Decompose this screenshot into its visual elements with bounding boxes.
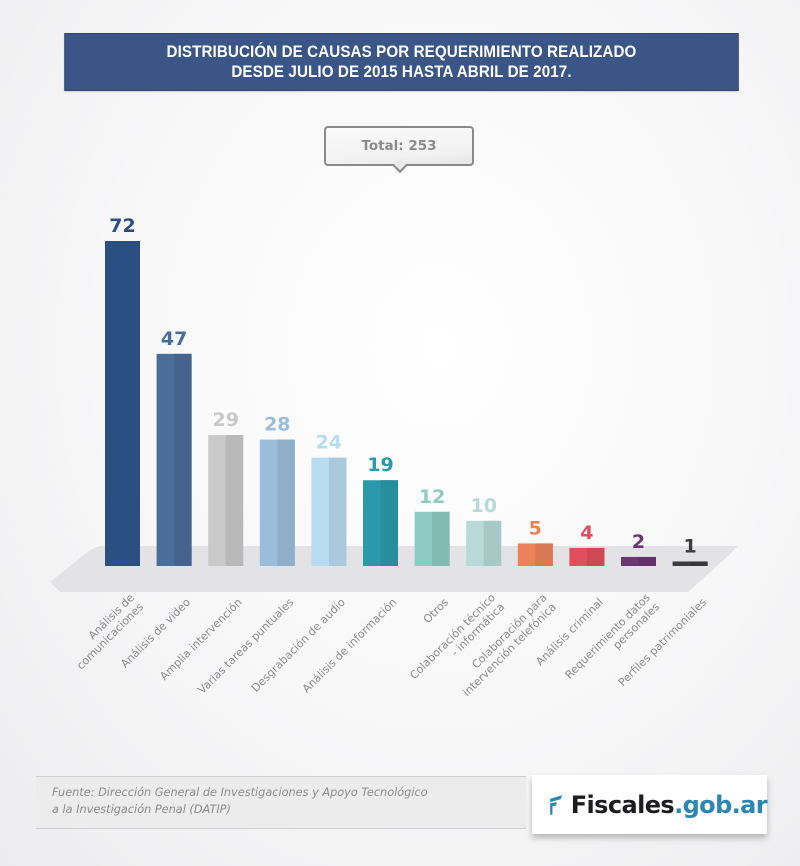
value-label: 47 (161, 328, 187, 350)
bar (259, 439, 295, 566)
bar-shade (535, 543, 553, 566)
logo-text-gob-ar: .gob.ar (674, 790, 768, 819)
bar (208, 435, 244, 566)
bar (466, 520, 502, 566)
category-label: Requerimiento datospersonales (563, 591, 663, 691)
logo-text: Fiscales.gob.ar (570, 790, 768, 819)
bars-layer (105, 241, 708, 566)
value-label: 29 (212, 409, 238, 431)
category-label: Otros (421, 596, 451, 626)
category-label: Varias tareas puntuales (195, 596, 296, 697)
bar-shade (380, 480, 398, 566)
bar-shade (174, 353, 192, 566)
value-label: 5 (529, 517, 542, 539)
bar (105, 241, 140, 566)
value-label: 1 (683, 535, 696, 557)
bar (517, 543, 553, 566)
value-label: 10 (470, 495, 496, 517)
bar-shade (690, 561, 708, 566)
category-label-line: Desgrabación de audio (249, 596, 348, 695)
value-label: 19 (367, 454, 393, 476)
bar (569, 547, 605, 566)
value-label: 24 (316, 432, 342, 454)
category-label: Análisis de información (300, 596, 400, 696)
bar-shade (277, 439, 295, 566)
bar (672, 561, 708, 566)
source-line-1: Fuente: Dirección General de Investigaci… (52, 786, 428, 799)
bar-shade (483, 520, 502, 566)
category-label: Desgrabación de audio (249, 596, 348, 695)
bar (414, 511, 450, 566)
source-line-2: a la Investigación Penal (DATIP) (52, 803, 231, 816)
bar (363, 480, 398, 566)
value-label: 2 (632, 531, 645, 553)
bar (156, 353, 192, 566)
fiscales-f-icon (550, 794, 563, 815)
total-callout: Total: 253 (324, 126, 474, 166)
value-label: 28 (264, 414, 290, 436)
chart-title-line-2: DESDE JULIO DE 2015 HASTA ABRIL DE 2017. (231, 63, 572, 81)
total-label: Total: 253 (361, 138, 437, 154)
bar-shade (638, 556, 656, 566)
category-label-line: Análisis de información (300, 596, 400, 696)
bar-shade (586, 547, 605, 566)
bar-shade (432, 511, 450, 566)
bar-shade (328, 457, 347, 566)
value-labels-layer: 72 47 29 28 24 19 12 10 5 4 2 1 (109, 215, 696, 557)
bar (621, 556, 656, 566)
bar-shade (122, 241, 140, 566)
value-label: 12 (419, 486, 445, 508)
category-label-line: Varias tareas puntuales (195, 596, 296, 697)
value-label: 72 (109, 215, 135, 237)
fiscales-logo: Fiscales.gob.ar (532, 775, 768, 834)
category-label-line: Otros (421, 596, 451, 626)
logo-text-fiscales: Fiscales (570, 790, 675, 819)
bar-shade (225, 435, 244, 566)
bar (311, 457, 347, 566)
source-note: Fuente: Dirección General de Investigaci… (36, 776, 526, 829)
value-label: 4 (580, 522, 593, 544)
chart-title-banner: DISTRIBUCIÓN DE CAUSAS POR REQUERIMIENTO… (64, 33, 739, 91)
chart-title-line-1: DISTRIBUCIÓN DE CAUSAS POR REQUERIMIENTO… (166, 43, 637, 61)
